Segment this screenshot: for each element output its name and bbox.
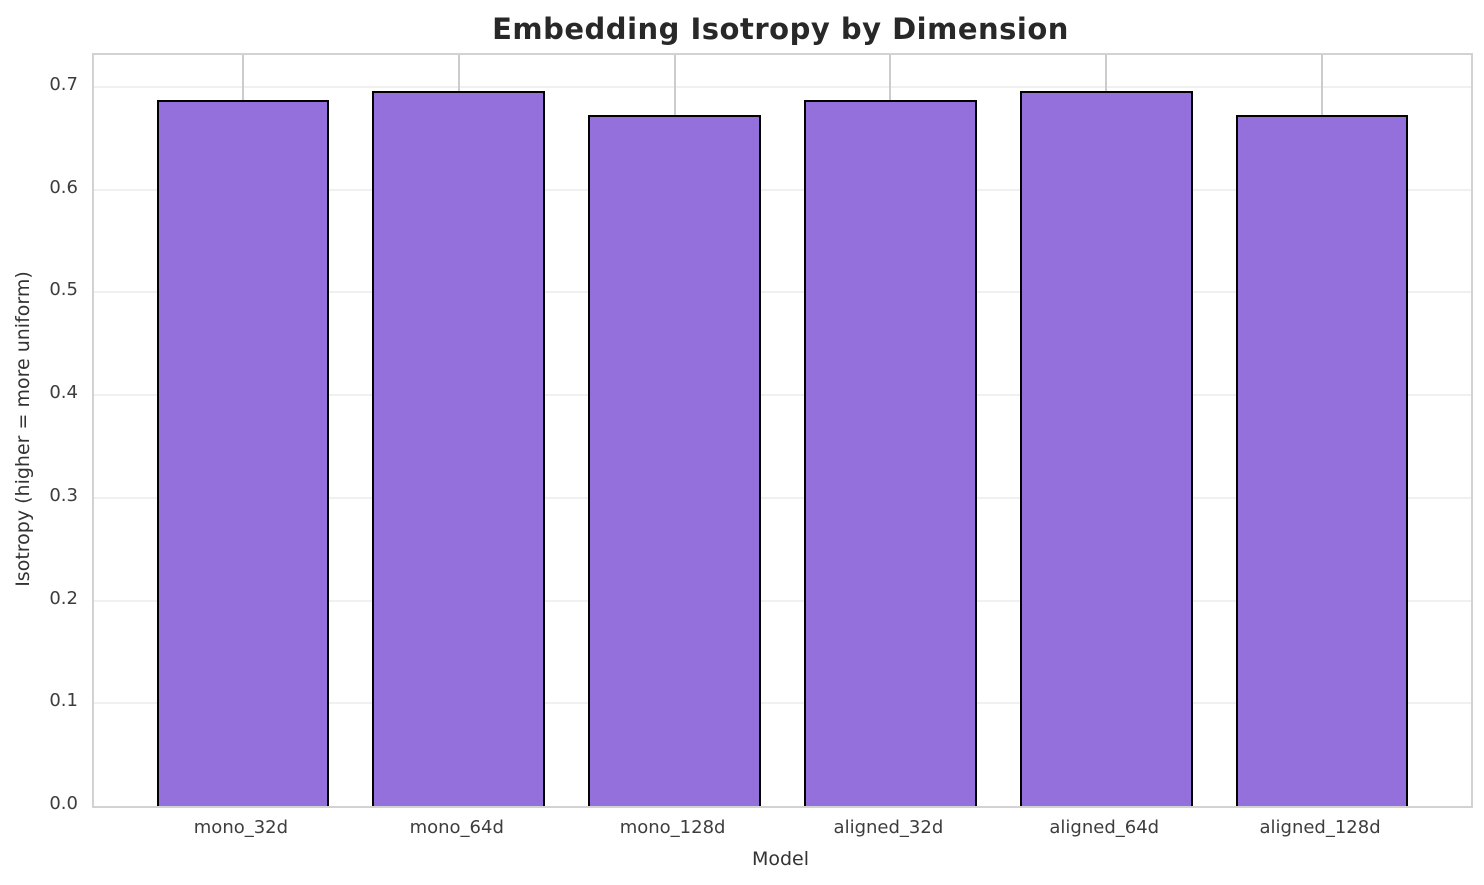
plot-area [92,53,1473,808]
bar [156,100,330,806]
x-tick-label: aligned_64d [1049,817,1160,838]
x-tick-label: aligned_32d [833,817,944,838]
y-tick-label: 0.4 [49,382,78,404]
x-tick-label: mono_32d [193,817,289,838]
y-tick-label: 0.5 [49,279,78,301]
x-tick-label: aligned_128d [1259,817,1381,838]
bar [1019,90,1193,806]
y-tick-label: 0.7 [49,73,78,95]
x-tick-label: mono_128d [619,817,726,838]
h-gridline [94,291,1471,294]
y-tick-label: 0.2 [49,587,78,609]
h-gridline [94,702,1471,705]
y-tick-label: 0.6 [49,176,78,198]
y-tick-label: 0.3 [49,484,78,506]
h-gridline [94,394,1471,397]
y-tick-label: 0.1 [49,690,78,712]
h-gridline [94,188,1471,191]
bar [372,90,546,806]
bar [588,114,761,806]
chart-title: Embedding Isotropy by Dimension [492,12,1069,46]
bar [1235,114,1409,806]
h-gridline [94,599,1471,602]
h-gridline [94,85,1471,88]
bar [804,100,977,806]
x-axis-label: Model [751,848,810,870]
x-tick-label: mono_64d [409,817,504,838]
y-axis-label: Isotropy (higher = more uniform) [12,270,35,587]
y-tick-label: 0.0 [49,793,78,814]
h-gridline [94,496,1471,499]
